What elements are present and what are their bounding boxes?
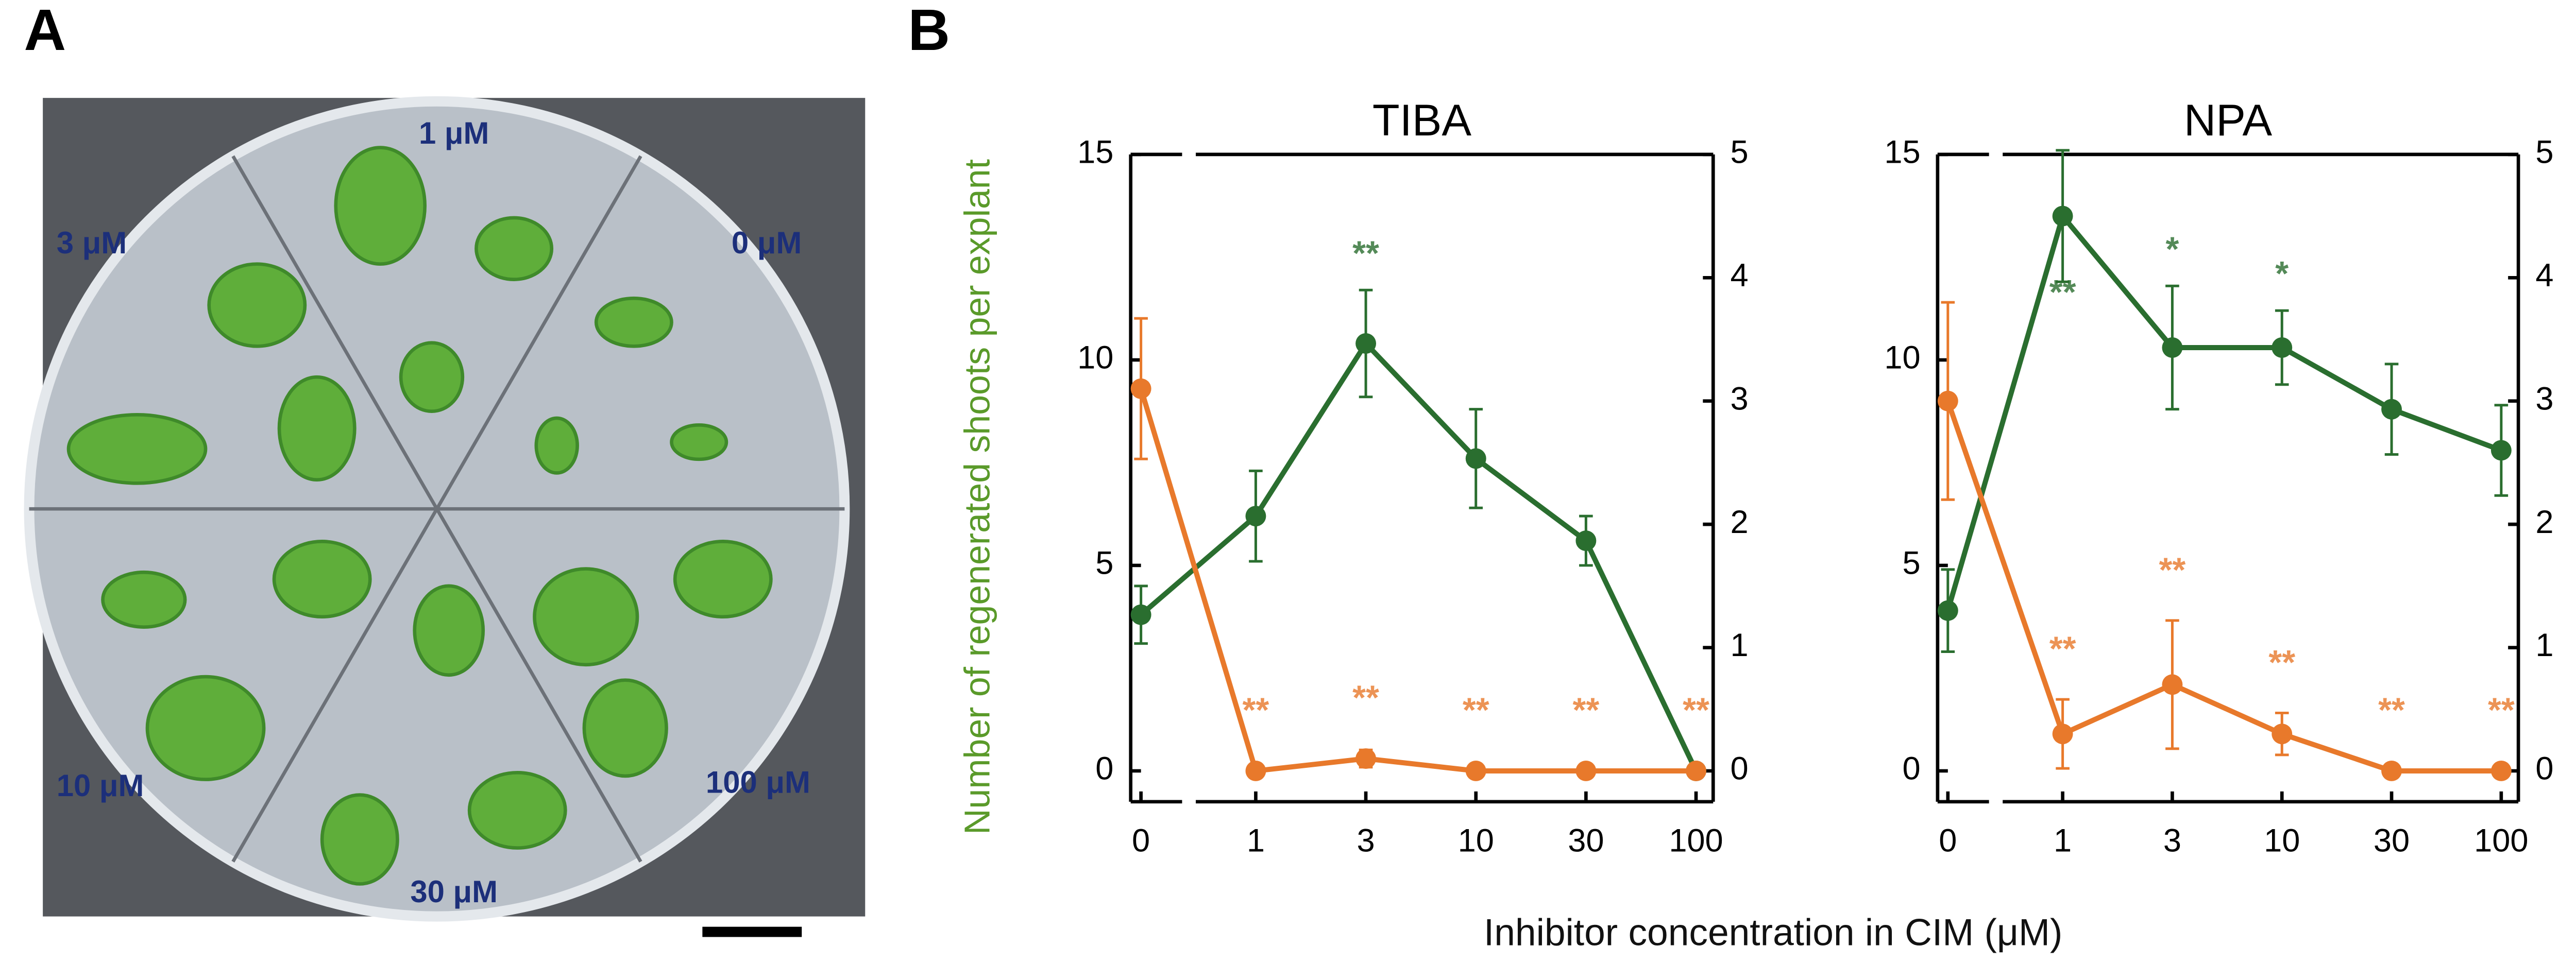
panel-label: B xyxy=(908,0,950,62)
y2-tick-label: 2 xyxy=(2535,504,2553,540)
significance-label: ** xyxy=(2049,630,2076,668)
dish-dividers xyxy=(29,155,845,863)
significance-label: ** xyxy=(1243,691,1269,729)
significance-label: ** xyxy=(1352,234,1379,272)
data-point xyxy=(2272,724,2293,745)
x-tick-label: 10 xyxy=(2264,822,2300,858)
significance-label: * xyxy=(2275,255,2289,293)
data-point xyxy=(2381,399,2402,420)
significance-label: ** xyxy=(1463,691,1489,729)
y2-tick-label: 4 xyxy=(2535,257,2553,294)
data-point xyxy=(1245,761,1266,781)
data-point xyxy=(1130,604,1151,625)
data-point xyxy=(1937,600,1958,621)
series-line xyxy=(1945,400,2501,773)
data-point xyxy=(1465,448,1486,469)
significance-label: * xyxy=(2165,230,2179,268)
significance-label: ** xyxy=(1352,679,1379,717)
photo-label: 100 μM xyxy=(706,765,810,799)
significance-label: ** xyxy=(2049,273,2076,312)
y-tick-label: 5 xyxy=(1095,545,1113,581)
photo: 1 μM 0 μM 3 μM 10 μM 30 μM 100 μM xyxy=(24,96,866,937)
x-tick-label: 100 xyxy=(2474,822,2528,858)
significance-label: ** xyxy=(2488,691,2515,729)
photo-label: 30 μM xyxy=(410,874,498,909)
data-point xyxy=(1355,748,1377,769)
panel-label: A xyxy=(24,0,66,62)
y2-tick-label: 5 xyxy=(1731,134,1749,170)
y-tick-label: 15 xyxy=(1884,134,1920,170)
data-point xyxy=(2490,440,2512,461)
data-point xyxy=(1686,761,1706,781)
y2-tick-label: 1 xyxy=(2535,627,2553,663)
y2-tick-label: 5 xyxy=(2535,134,2553,170)
y2-tick-label: 0 xyxy=(1731,751,1749,787)
plantlets xyxy=(66,146,773,886)
y2-tick-label: 3 xyxy=(1731,381,1749,417)
significance-label: ** xyxy=(2159,551,2186,589)
x-tick-label: 0 xyxy=(1132,822,1150,858)
data-point xyxy=(2381,761,2402,781)
data-point xyxy=(1575,530,1597,552)
x-tick-label: 30 xyxy=(1568,822,1604,858)
y-axis-label: Number of regenerated shoots per explant xyxy=(957,159,997,835)
significance-label: ** xyxy=(1683,691,1709,729)
photo-label: 10 μM xyxy=(57,768,144,803)
chart-title: TIBA xyxy=(1372,96,1471,145)
data-point xyxy=(1130,378,1151,399)
data-point xyxy=(1245,506,1266,527)
data-point xyxy=(2162,674,2183,695)
y-tick-label: 10 xyxy=(1884,340,1920,376)
y2-tick-label: 1 xyxy=(1731,627,1749,663)
data-point xyxy=(2162,337,2183,358)
photo-label: 0 μM xyxy=(732,226,802,260)
x-tick-label: 3 xyxy=(2163,822,2181,858)
y2-tick-label: 3 xyxy=(2535,381,2553,417)
x-tick-label: 30 xyxy=(2374,822,2410,858)
series-line xyxy=(1138,388,1697,774)
y-tick-label: 15 xyxy=(1077,134,1113,170)
y2-tick-label: 0 xyxy=(2535,751,2553,787)
x-tick-label: 0 xyxy=(1939,822,1957,858)
data-point xyxy=(1937,390,1958,411)
significance-label: ** xyxy=(2268,644,2295,682)
x-tick-label: 10 xyxy=(1458,822,1494,858)
data-point xyxy=(1355,333,1377,354)
y-tick-label: 5 xyxy=(1902,545,1920,581)
x-tick-label: 1 xyxy=(1247,822,1265,858)
x-tick-label: 100 xyxy=(1669,822,1723,858)
data-point xyxy=(2052,205,2073,227)
series-line xyxy=(1945,211,2502,612)
series-line xyxy=(1139,339,1699,772)
significance-label: ** xyxy=(2378,691,2405,729)
photo-label: 3 μM xyxy=(57,226,127,260)
y-tick-label: 0 xyxy=(1902,751,1920,787)
data-point xyxy=(1575,761,1597,781)
x-axis-label: Inhibitor concentration in CIM (μM) xyxy=(1484,912,2062,954)
data-point xyxy=(2052,724,2073,745)
significance-label: ** xyxy=(1572,691,1599,729)
data-point xyxy=(1465,761,1486,781)
y-tick-label: 0 xyxy=(1095,751,1113,787)
data-point xyxy=(2490,761,2512,781)
y-tick-label: 10 xyxy=(1077,340,1113,376)
chart-title: NPA xyxy=(2184,96,2273,145)
y2-tick-label: 2 xyxy=(1731,504,1749,540)
data-point xyxy=(2272,337,2293,358)
x-tick-label: 3 xyxy=(1357,822,1375,858)
x-tick-label: 1 xyxy=(2054,822,2072,858)
photo-label: 1 μM xyxy=(419,116,489,150)
y2-tick-label: 4 xyxy=(1731,257,1749,294)
